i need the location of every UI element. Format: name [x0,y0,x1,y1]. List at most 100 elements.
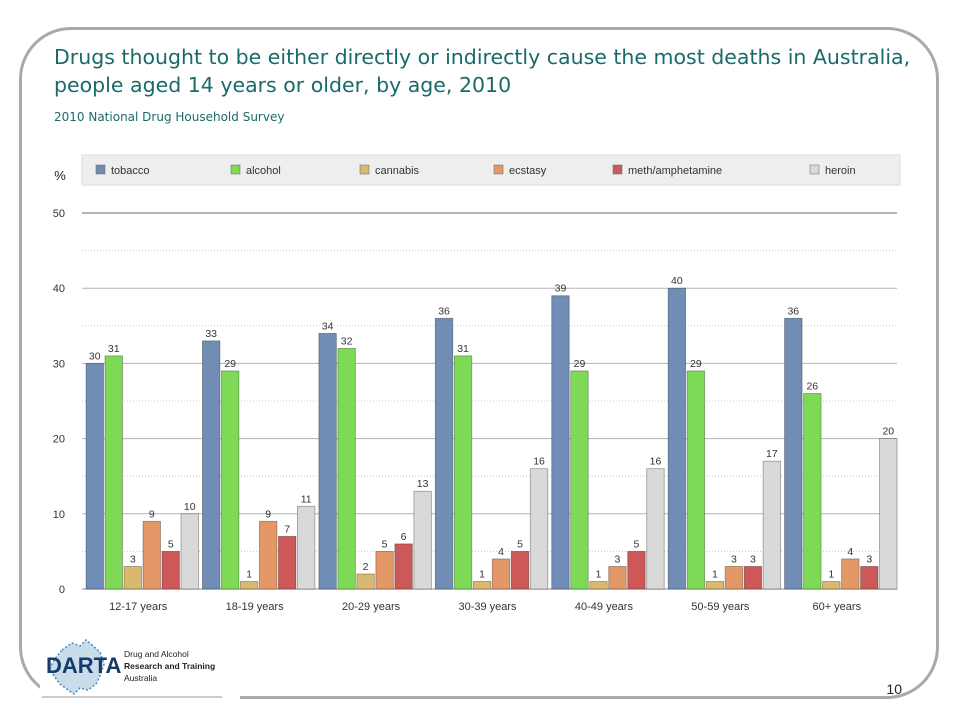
data-label: 30 [89,350,101,362]
data-label: 5 [634,538,640,550]
bar [104,355,123,590]
data-label: 1 [712,568,718,580]
y-axis-ticks: 0 10 20 30 40 50 [53,208,65,596]
data-label: 29 [690,358,702,370]
data-label: 2 [363,561,369,573]
data-label: 1 [246,568,252,580]
data-label: 5 [168,538,174,550]
bar [356,573,375,590]
data-label: 29 [574,358,586,370]
bar [434,317,454,590]
data-label: 16 [533,456,545,468]
data-label: 34 [322,320,334,332]
data-label: 36 [438,305,450,317]
legend-label: heroin [825,165,856,177]
y-tick-label: 40 [53,283,65,295]
data-label: 3 [130,553,136,565]
data-label: 10 [184,501,196,513]
data-label: 9 [149,508,155,520]
bar [259,520,278,590]
logo-line-3: Australia [124,673,157,683]
bar [841,558,860,590]
bar [724,566,744,590]
legend: tobacco alcohol cannabis ecstasy meth/amphet… [95,164,856,177]
darta-logo: DARTA Drug and Alcohol Research and Trai… [42,638,222,698]
bar [161,551,180,590]
y-tick-label: 0 [59,584,65,596]
data-label: 31 [457,343,469,355]
slide-title: Drugs thought to be either directly or i… [54,45,911,97]
data-label: 11 [301,493,312,505]
data-label: 1 [479,568,485,580]
data-label: 20 [882,426,894,438]
bar [202,340,221,590]
legend-swatch [809,164,820,175]
y-tick-label: 30 [53,358,65,370]
page-number: 10 [886,681,902,697]
x-axis-ticks: 12-17 years 18-19 years 20-29 years 30-39 y… [109,601,861,613]
x-tick-label: 30-39 years [458,601,517,613]
y-tick-label: 10 [53,509,65,521]
bars [85,287,898,590]
bar [589,581,608,590]
slide-subtitle: 2010 National Drug Household Survey [54,110,285,124]
y-axis-label: % [54,168,66,183]
bar [491,558,511,590]
x-tick-label: 20-29 years [342,601,401,613]
data-label: 31 [108,343,120,355]
bar [529,468,549,590]
x-tick-label: 12-17 years [109,601,168,613]
bar [472,581,492,590]
x-tick-label: 18-19 years [226,601,285,613]
bar [860,566,879,590]
bar [822,581,841,590]
legend-swatch [359,164,370,175]
legend-label: tobacco [111,165,150,177]
data-label: 26 [806,380,818,392]
bar [297,505,316,590]
bar [646,468,665,590]
data-label: 39 [555,283,567,295]
bar [510,551,530,590]
data-label: 3 [750,553,756,565]
bar [705,581,725,590]
legend-swatch [493,164,504,175]
bar [278,535,297,590]
bar [608,566,627,590]
data-label: 7 [284,523,290,535]
logo-line-1: Drug and Alcohol [124,649,189,659]
data-label: 3 [615,553,621,565]
bar [221,370,240,590]
legend-box [81,154,901,186]
data-label: 29 [224,358,236,370]
australia-map-icon [49,638,105,695]
data-labels: 3031395103329197113432256133631145163929… [89,275,894,580]
bar [762,460,782,590]
bar [551,295,570,590]
bar [142,520,161,590]
data-label: 4 [498,546,504,558]
bar [318,332,337,590]
bar [686,370,706,590]
y-tick-label: 50 [53,208,65,220]
data-label: 17 [766,448,778,460]
legend-label: meth/amphetamine [628,165,722,177]
bar [879,438,898,590]
x-tick-label: 60+ years [812,601,861,613]
data-label: 5 [382,538,388,550]
data-label: 32 [341,335,353,347]
y-tick-label: 20 [53,434,65,446]
bar [375,551,394,590]
legend-swatch [612,164,623,175]
data-label: 5 [517,538,523,550]
legend-label: cannabis [375,165,420,177]
bar [803,393,822,590]
data-label: 1 [596,568,602,580]
x-tick-label: 50-59 years [691,601,750,613]
x-tick-label: 40-49 years [575,601,634,613]
bar [627,551,646,590]
bar [570,370,589,590]
bar [413,490,432,590]
data-label: 33 [205,328,217,340]
